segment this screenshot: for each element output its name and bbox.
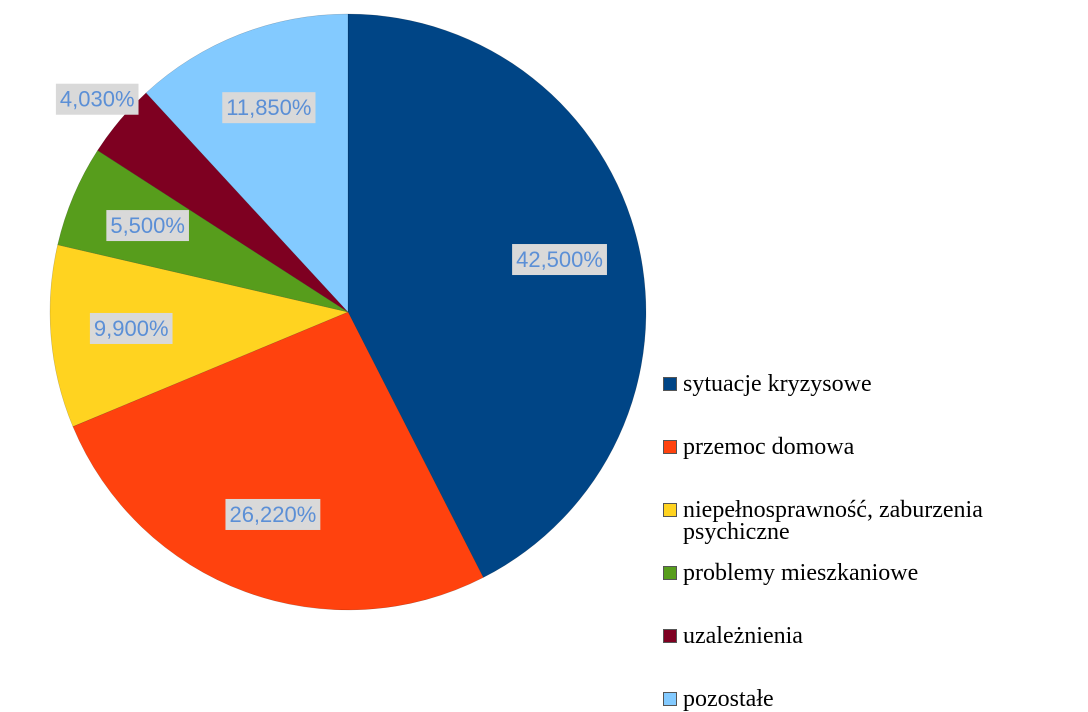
pie-slice [49, 244, 349, 427]
legend-swatch [663, 503, 677, 517]
pie-slice [72, 311, 484, 611]
pie-slice [97, 92, 349, 313]
legend-label: sytuacje kryzysowe [683, 371, 872, 397]
value-label: 42,500% [512, 244, 607, 276]
value-label: 11,850% [222, 92, 316, 124]
legend-label: uzależnienia [683, 623, 803, 649]
pie-slice [57, 150, 349, 313]
value-label-text: 11,850% [226, 95, 311, 120]
legend-entry: niepełnosprawność, zaburzenia psychiczne [663, 497, 1088, 545]
legend-swatch [663, 692, 677, 706]
legend-label: niepełnosprawność, zaburzenia psychiczne [683, 497, 983, 545]
pie-slice [145, 13, 349, 313]
value-label-text: 26,220% [229, 502, 316, 527]
legend-swatch [663, 629, 677, 643]
legend-swatch [663, 377, 677, 391]
label-bg [89, 312, 173, 344]
legend-label: problemy mieszkaniowe [683, 560, 919, 586]
legend-swatch [663, 440, 677, 454]
value-label-text: 42,500% [516, 247, 603, 272]
value-label-text: 5,500% [110, 213, 185, 238]
value-label-text: 4,030% [60, 87, 135, 112]
legend-entry: sytuacje kryzysowe [663, 371, 1088, 397]
legend-entry: przemoc domowa [663, 434, 1088, 460]
legend-label: pozostałe [683, 686, 774, 712]
label-bg [512, 244, 607, 276]
value-label-text: 9,900% [94, 316, 169, 341]
value-label: 9,900% [89, 312, 173, 344]
label-bg [55, 83, 139, 115]
legend-entry: pozostałe [663, 686, 1088, 712]
label-bg [106, 210, 189, 242]
legend-label: przemoc domowa [683, 434, 855, 460]
value-label: 26,220% [225, 498, 321, 530]
legend-swatch [663, 566, 677, 580]
legend-entry: problemy mieszkaniowe [663, 560, 1088, 586]
value-label: 5,500% [106, 210, 189, 242]
label-bg [225, 498, 321, 530]
legend-entry: uzależnienia [663, 623, 1088, 649]
value-label: 4,030% [55, 83, 139, 115]
label-bg [222, 92, 316, 124]
pie-slice [347, 13, 647, 578]
